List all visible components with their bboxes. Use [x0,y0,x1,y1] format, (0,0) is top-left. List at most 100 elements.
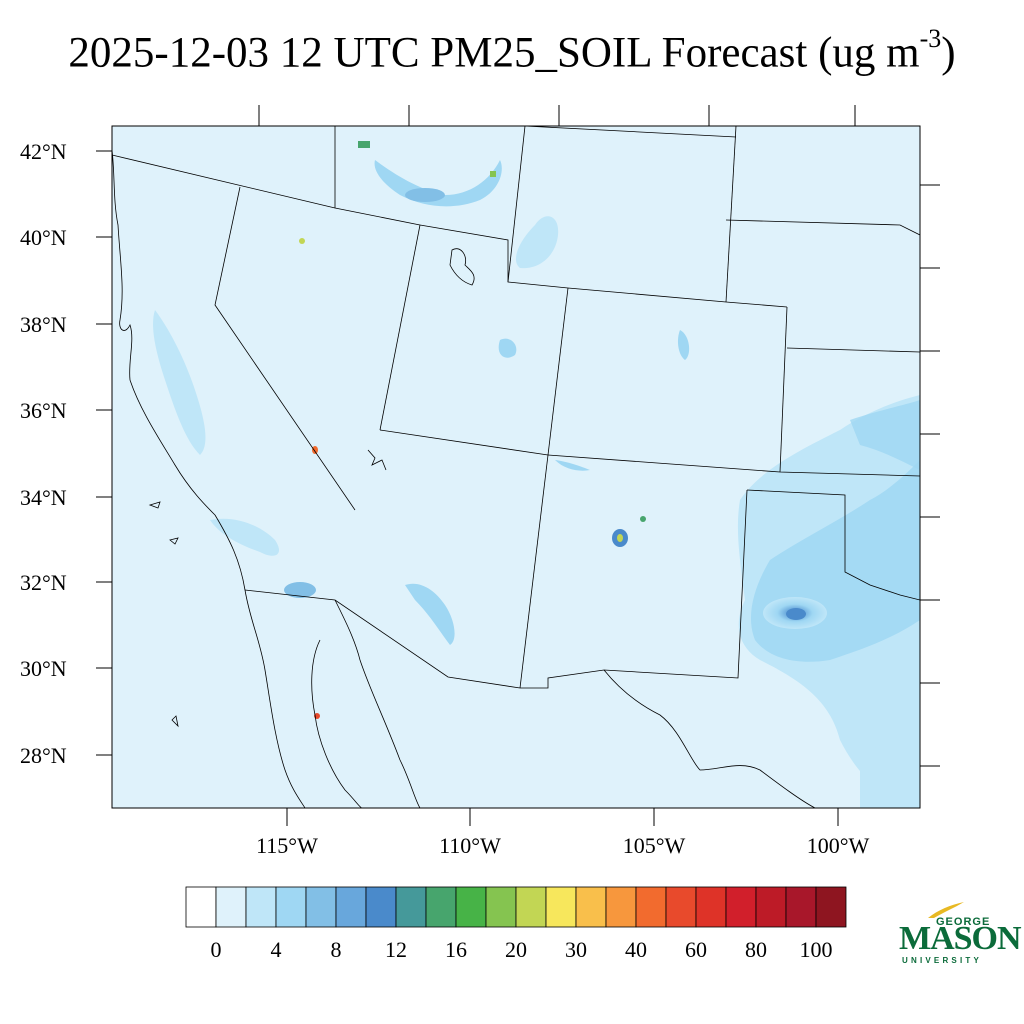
island-1 [148,501,161,509]
colorbar-swatch [305,886,337,928]
field-nm-hot [617,534,623,542]
island-2 [169,537,179,545]
concentration-field [153,141,920,808]
field-colorado [677,330,690,360]
lat-label: 38°N [20,312,67,337]
border-az-mexico [244,589,521,689]
colorbar-swatch [365,886,397,928]
border-tx-mexico [603,669,816,808]
lon-label: 115°W [256,833,318,858]
colorbar-tick-label: 12 [385,937,407,962]
island-3 [171,715,179,728]
colorbar-swatch [755,886,787,928]
lat-label: 30°N [20,656,67,681]
tick-marks [96,105,940,826]
lake-powell [367,449,387,471]
latitude-labels: 42°N 40°N 38°N 36°N 34°N 32°N 30°N 28°N [20,139,67,768]
border-ca-nv [214,186,356,511]
field-idaho-core [405,188,445,202]
colorbar-swatch [815,886,847,928]
boundaries [112,126,920,808]
field-utah-lake [498,338,517,358]
colorbar-tick-label: 80 [745,937,767,962]
logo-george: GEORGE [936,916,991,928]
field-arizona [405,583,455,645]
gmu-logo: GEORGE MASON UNIVERSITY [896,898,1022,968]
lat-label: 32°N [20,570,67,595]
border-co-ks [779,306,788,473]
lon-label: 105°W [623,833,686,858]
border-mt-wy [524,126,737,138]
field-nm-hot2 [640,516,646,522]
colorbar-tick-label: 4 [271,937,282,962]
title-close: ) [941,29,956,77]
title-text: 2025-12-03 12 UTC PM25_SOIL Forecast (ug… [68,29,920,77]
colorbar-swatch [575,886,607,928]
logo-mason: MASON [899,920,1022,957]
colorbar-tick-label: 16 [445,937,467,962]
colorbar-swatch [215,886,247,928]
colorbar-swatch [245,886,277,928]
colorbar-swatch [605,886,637,928]
border-ut-az [379,429,549,456]
border-wy-sd [725,126,737,303]
lat-label: 42°N [20,139,67,164]
title-superscript: -3 [919,24,942,53]
field-so-cal [210,518,280,556]
colorbar-swatch [395,886,427,928]
colorbar-tick-label: 0 [211,937,222,962]
colorbar-tick-label: 60 [685,937,707,962]
field-nm-sands [555,460,590,471]
colorbar-tick-label: 8 [331,937,342,962]
field-idaho-hot2 [490,171,496,177]
lon-label: 110°W [439,833,501,858]
border-sd-ne [725,219,920,236]
field-salton [284,582,316,598]
field-nevada-hot [299,238,305,244]
map-frame [111,125,921,809]
field-hotspot-texas-core [786,608,806,620]
coastline [112,149,306,808]
border-id-wy [507,126,526,283]
border-nm-tx [520,489,748,689]
longitude-labels: 115°W 110°W 105°W 100°W [256,833,869,858]
border-ne-ks [786,347,920,353]
lat-label: 28°N [20,743,67,768]
colorbar-swatch [425,886,457,928]
border-ut-wy [419,224,569,289]
colorbar-tick-label: 40 [625,937,647,962]
border-ok-tx [746,489,920,601]
lat-label: 40°N [20,225,67,250]
border-ut-co [547,287,569,456]
colorbar-tick-label: 20 [505,937,527,962]
field-wyoming [515,216,559,269]
colorbar-tick-label: 100 [800,937,833,962]
border-az-nm [519,454,549,689]
great-salt-lake [449,248,475,286]
lat-label: 36°N [20,398,67,423]
colorbar-swatch [635,886,667,928]
colorbar-tick-label: 30 [565,937,587,962]
colorbar-swatch [275,886,307,928]
colorbar-swatch [725,886,757,928]
colorbar-swatch [695,886,727,928]
gulf-coast-mexico [334,599,421,808]
colorbar-swatch [335,886,367,928]
colorbar-swatch [515,886,547,928]
field-south-edge [860,730,920,808]
border-co-nm [547,454,920,477]
colorbar: 0 4 8 12 16 20 30 40 60 80 100 [185,886,847,962]
colorbar-swatch [455,886,487,928]
colorbar-swatch [185,886,217,928]
lat-label: 34°N [20,485,67,510]
field-vegas-hot [312,446,318,454]
baja-east-coast [311,639,363,808]
field-ca-valley [153,310,206,455]
border-nv-ut [379,224,421,431]
colorbar-swatch [665,886,697,928]
lon-label: 100°W [807,833,870,858]
logo-university: UNIVERSITY [902,956,983,965]
logo-swoosh-icon [928,902,964,918]
field-idaho-hot1 [358,141,370,148]
